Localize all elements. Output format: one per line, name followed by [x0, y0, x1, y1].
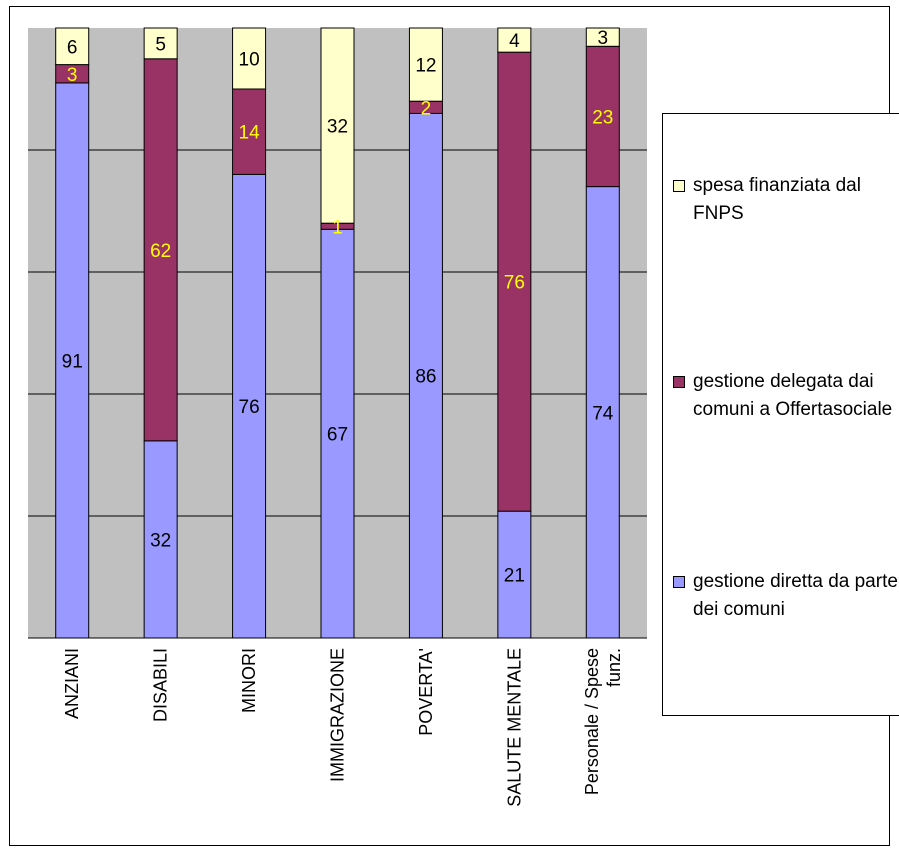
legend-label-diretta: gestione diretta da parte dei comuni: [693, 571, 898, 620]
data-label: 74: [592, 403, 614, 424]
bar-segment: [585, 45, 620, 188]
data-label: 21: [504, 566, 525, 587]
x-tick-label: MINORI: [239, 648, 259, 713]
legend-swatch-diretta: [673, 576, 685, 588]
bar-segment: [585, 186, 620, 639]
data-label: 10: [239, 50, 260, 71]
legend-label-delegata: gestione delegata dai comuni a Offertaso…: [693, 371, 893, 420]
data-label: 5: [155, 34, 166, 55]
data-label: 62: [150, 241, 171, 262]
x-tick-label: funz.: [604, 648, 624, 687]
bar-segment: [143, 27, 178, 60]
data-label: 3: [597, 28, 608, 49]
x-tick-label: ANZIANI: [62, 648, 82, 719]
legend: spesa finanziata dal FNPS gestione deleg…: [662, 113, 899, 716]
data-label: 91: [62, 351, 83, 372]
bar-segment: [497, 510, 532, 639]
bars: [55, 27, 620, 639]
legend-label-fnps: spesa finanziata dal FNPS: [693, 175, 861, 224]
legend-swatch-fnps: [673, 180, 685, 192]
bar-segment: [143, 58, 178, 442]
x-tick-label: POVERTA': [416, 648, 436, 736]
data-label: 12: [415, 56, 436, 77]
data-label: 6: [67, 37, 78, 58]
bar-segment: [497, 51, 532, 512]
bar-segment: [55, 27, 90, 66]
bar-segment: [320, 27, 355, 224]
data-label: 3: [67, 65, 78, 86]
data-label: 32: [150, 530, 171, 551]
bar-segment: [497, 27, 532, 53]
bar-segment: [143, 440, 178, 639]
x-axis-ticks: ANZIANI DISABILI MINORI IMMIGRAZIONE POVERTA…: [62, 648, 624, 807]
data-label: 4: [509, 31, 520, 52]
bar-segment: [408, 27, 443, 102]
data-labels: 91 3 6 32 62 5 76 14 10 67 1 32 86 2 12 21 76 4 74 23 3: [62, 28, 614, 586]
bar-segment: [55, 82, 90, 639]
bar-segment: [232, 27, 267, 90]
x-tick-label: SALUTE MENTALE: [504, 648, 524, 807]
data-label: 76: [504, 273, 525, 294]
data-label: 67: [327, 425, 348, 446]
data-label: 32: [327, 117, 348, 138]
data-label: 14: [239, 123, 261, 144]
legend-swatch-delegata: [673, 376, 685, 388]
bar-segment: [585, 27, 620, 47]
data-label: 86: [415, 367, 436, 388]
data-label: 23: [592, 107, 613, 128]
data-label: 76: [239, 397, 260, 418]
x-tick-label: IMMIGRAZIONE: [328, 648, 348, 782]
bar-segment: [320, 228, 355, 639]
x-tick-label: DISABILI: [151, 648, 171, 722]
data-label: 2: [421, 98, 432, 119]
data-label: 1: [332, 217, 343, 238]
x-tick-label: Personale / Spese: [582, 648, 602, 795]
